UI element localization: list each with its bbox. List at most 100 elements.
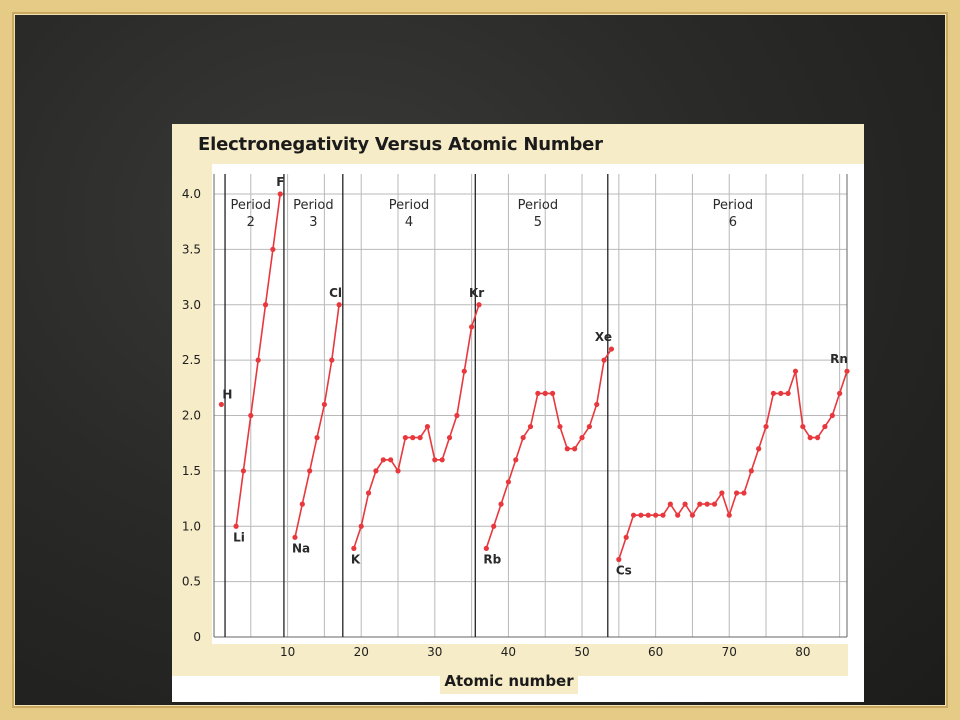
data-point [505,479,512,485]
y-tick-label: 1.0 [182,519,201,533]
data-point [564,446,570,452]
data-point [373,468,379,474]
data-point [608,346,615,352]
data-point [417,435,423,441]
electronegativity-chart: Electronegativity Versus Atomic Number P… [172,124,864,702]
data-point [653,512,659,518]
element-label: Rb [483,552,501,566]
chart-panel: Electronegativity Versus Atomic Number P… [172,124,864,702]
data-point [380,457,386,463]
data-point [638,512,644,518]
data-point [248,412,254,419]
x-tick-label: 70 [722,645,737,659]
element-label: Li [233,530,245,544]
left-band [172,164,212,676]
data-point [336,302,342,308]
plot-area [214,174,847,637]
data-point [807,435,813,441]
x-tick-label: 30 [427,645,442,659]
y-tick-label: 2.5 [182,353,201,367]
data-point [616,556,622,563]
data-point [572,446,578,452]
data-point [726,512,732,518]
x-tick-label: 40 [501,645,516,659]
data-point [837,390,843,396]
period-label-word: Period [518,198,559,213]
data-point [844,368,850,374]
data-point [299,501,305,507]
data-point [814,435,821,441]
data-point [660,512,666,518]
element-label: Xe [595,330,612,344]
data-point [395,468,401,474]
data-point [689,512,696,518]
data-point [682,501,688,507]
data-point [513,457,519,463]
data-point [800,423,806,430]
data-point [454,412,460,419]
y-tick-label: 0.5 [182,575,201,589]
period-label-word: Period [231,198,272,213]
data-point [461,368,467,374]
y-tick-label: 3.5 [182,242,201,256]
data-point [277,191,283,197]
element-label: Rn [830,352,848,366]
x-tick-label: 10 [280,645,295,659]
period-label-number: 4 [405,215,413,230]
data-point [270,246,276,252]
data-point [233,523,239,529]
data-point [704,501,710,507]
element-label: H [222,387,232,401]
data-point [733,490,740,496]
element-label: F [276,175,284,189]
element-labels: H Li F Na Cl K Kr Rb Xe Cs Rn [222,175,848,577]
data-point [557,423,563,430]
data-point [697,501,703,507]
y-axis-ticks: 0 0.5 1.0 1.5 2.0 2.5 3.0 3.5 4.0 [182,187,201,644]
data-point [329,357,335,363]
x-tick-label: 80 [795,645,810,659]
x-axis-title-box [440,667,578,694]
data-point [748,468,754,474]
y-tick-label: 0 [193,630,201,644]
period-label-word: Period [713,198,754,213]
data-point [255,357,261,363]
data-point [527,423,534,430]
data-point [321,401,328,408]
x-tick-label: 60 [648,645,663,659]
data-point [711,501,718,507]
element-label: Cl [329,286,342,300]
data-point [586,423,592,430]
grid [213,174,848,638]
period-label-number: 2 [247,215,255,230]
data-point [424,423,431,430]
data-point [601,357,607,363]
element-label: Cs [616,563,632,577]
x-tick-label: 20 [354,645,369,659]
data-point [778,390,784,396]
data-point [218,401,224,408]
data-point [483,545,489,551]
title-band [172,124,864,164]
x-axis-title: Atomic number [444,672,574,690]
period-label-word: Period [293,198,334,213]
y-tick-label: 2.0 [182,409,201,423]
period-dividers [224,174,609,637]
data-point [520,435,526,441]
data-point [240,468,247,474]
element-label: K [351,552,361,566]
data-point [314,435,320,441]
data-point [770,390,776,396]
data-point [439,457,445,463]
data-point [822,423,828,430]
data-point [491,523,497,529]
data-point [498,501,504,507]
data-point [476,302,482,308]
data-point [410,435,416,441]
data-point [623,534,629,540]
data-point [630,512,637,518]
data-point [542,390,548,396]
data-point [719,490,725,496]
data-point [549,390,556,396]
